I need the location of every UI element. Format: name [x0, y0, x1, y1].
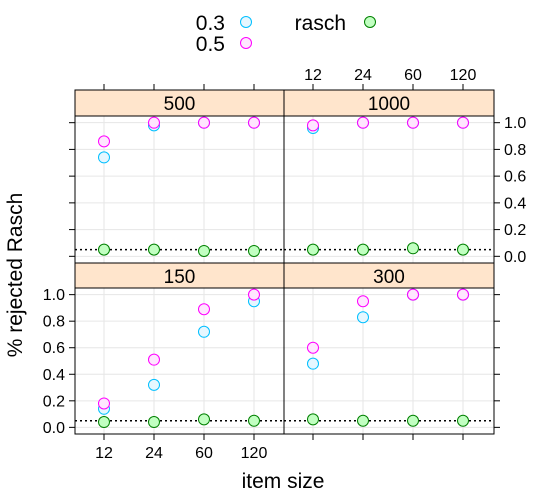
- data-point-0-5: [407, 288, 419, 301]
- axes: 12 24 60 120 12 24 60 120 0.0 0.2 0.4 0.6 0.8 1.0 0.0 0…: [43, 67, 527, 462]
- data-point-rasch: [198, 413, 210, 426]
- y-tick-label-right: 0.6: [504, 169, 526, 186]
- x-tick-label-top: 60: [404, 67, 422, 84]
- data-point-rasch: [307, 243, 319, 256]
- y-tick-label-right: 0.2: [504, 222, 526, 239]
- data-point-0-5: [148, 353, 160, 366]
- y-tick-label-left: 0.6: [43, 340, 65, 357]
- legend: 0.30.5 rasch: [196, 12, 376, 56]
- panel-strip-label: 500: [164, 94, 196, 115]
- data-point-0-5: [248, 116, 260, 129]
- x-axis-label: item size: [242, 470, 325, 493]
- x-tick-label-bottom: 12: [95, 445, 113, 462]
- legend-label: 0.3: [196, 12, 225, 35]
- data-point-rasch: [248, 244, 260, 257]
- legend-label: 0.5: [196, 33, 225, 56]
- points: [98, 116, 469, 429]
- data-point-0-5: [307, 119, 319, 132]
- data-point-0-3: [98, 151, 110, 164]
- outer-frame: [74, 89, 495, 435]
- y-axis-label: % rejected Rasch: [4, 193, 27, 358]
- data-point-rasch: [357, 243, 369, 256]
- legend-marker-0-5: [240, 37, 252, 49]
- panel-strip-label: 150: [164, 267, 196, 288]
- data-point-0-5: [457, 288, 469, 301]
- x-tick-label-bottom: 24: [145, 445, 163, 462]
- y-tick-label-right: 0.4: [504, 195, 526, 212]
- data-point-0-5: [98, 397, 110, 410]
- panel-strip-label: 300: [373, 267, 405, 288]
- legend-marker-rasch: [364, 16, 376, 28]
- y-tick-label-left: 0.0: [43, 420, 65, 437]
- data-point-0-5: [198, 303, 210, 316]
- data-point-0-5: [198, 116, 210, 129]
- data-point-rasch: [98, 243, 110, 256]
- data-point-0-3: [357, 311, 369, 324]
- data-point-rasch: [248, 414, 260, 427]
- data-point-rasch: [407, 242, 419, 255]
- data-point-0-5: [457, 116, 469, 129]
- y-tick-label-left: 1.0: [43, 287, 65, 304]
- panel-strip-label: 1000: [368, 94, 410, 115]
- y-tick-label-right: 0.8: [504, 142, 526, 159]
- data-point-rasch: [457, 414, 469, 427]
- x-tick-label-bottom: 120: [241, 445, 268, 462]
- data-point-rasch: [148, 416, 160, 429]
- panel-strip: [283, 262, 495, 289]
- x-tick-label-top: 120: [450, 67, 477, 84]
- x-tick-label-top: 12: [304, 67, 322, 84]
- data-point-rasch: [357, 414, 369, 427]
- grid: [75, 116, 494, 434]
- y-tick-label-right: 1.0: [504, 115, 526, 132]
- data-point-rasch: [198, 244, 210, 257]
- data-point-0-3: [148, 378, 160, 391]
- data-point-rasch: [148, 243, 160, 256]
- panel-strip: [74, 262, 285, 289]
- data-point-0-3: [307, 357, 319, 370]
- data-point-0-5: [407, 116, 419, 129]
- data-point-rasch: [98, 416, 110, 429]
- x-tick-label-bottom: 60: [195, 445, 213, 462]
- x-tick-label-top: 24: [354, 67, 372, 84]
- data-point-0-3: [198, 325, 210, 338]
- data-point-rasch: [457, 243, 469, 256]
- data-point-0-5: [357, 295, 369, 308]
- data-point-0-5: [148, 116, 160, 129]
- data-point-0-5: [307, 341, 319, 354]
- data-point-0-5: [357, 116, 369, 129]
- strips: 500 1000 150 300: [74, 89, 495, 289]
- y-tick-label-left: 0.2: [43, 393, 65, 410]
- data-point-rasch: [307, 413, 319, 426]
- data-point-rasch: [407, 414, 419, 427]
- legend-marker-0-3: [240, 16, 252, 28]
- data-point-0-5: [248, 288, 260, 301]
- data-point-0-5: [98, 135, 110, 148]
- y-tick-label-left: 0.8: [43, 314, 65, 331]
- y-tick-label-right: 0.0: [504, 249, 526, 266]
- panel-frames: [74, 89, 495, 435]
- legend-label: rasch: [295, 12, 346, 35]
- y-tick-label-left: 0.4: [43, 367, 65, 384]
